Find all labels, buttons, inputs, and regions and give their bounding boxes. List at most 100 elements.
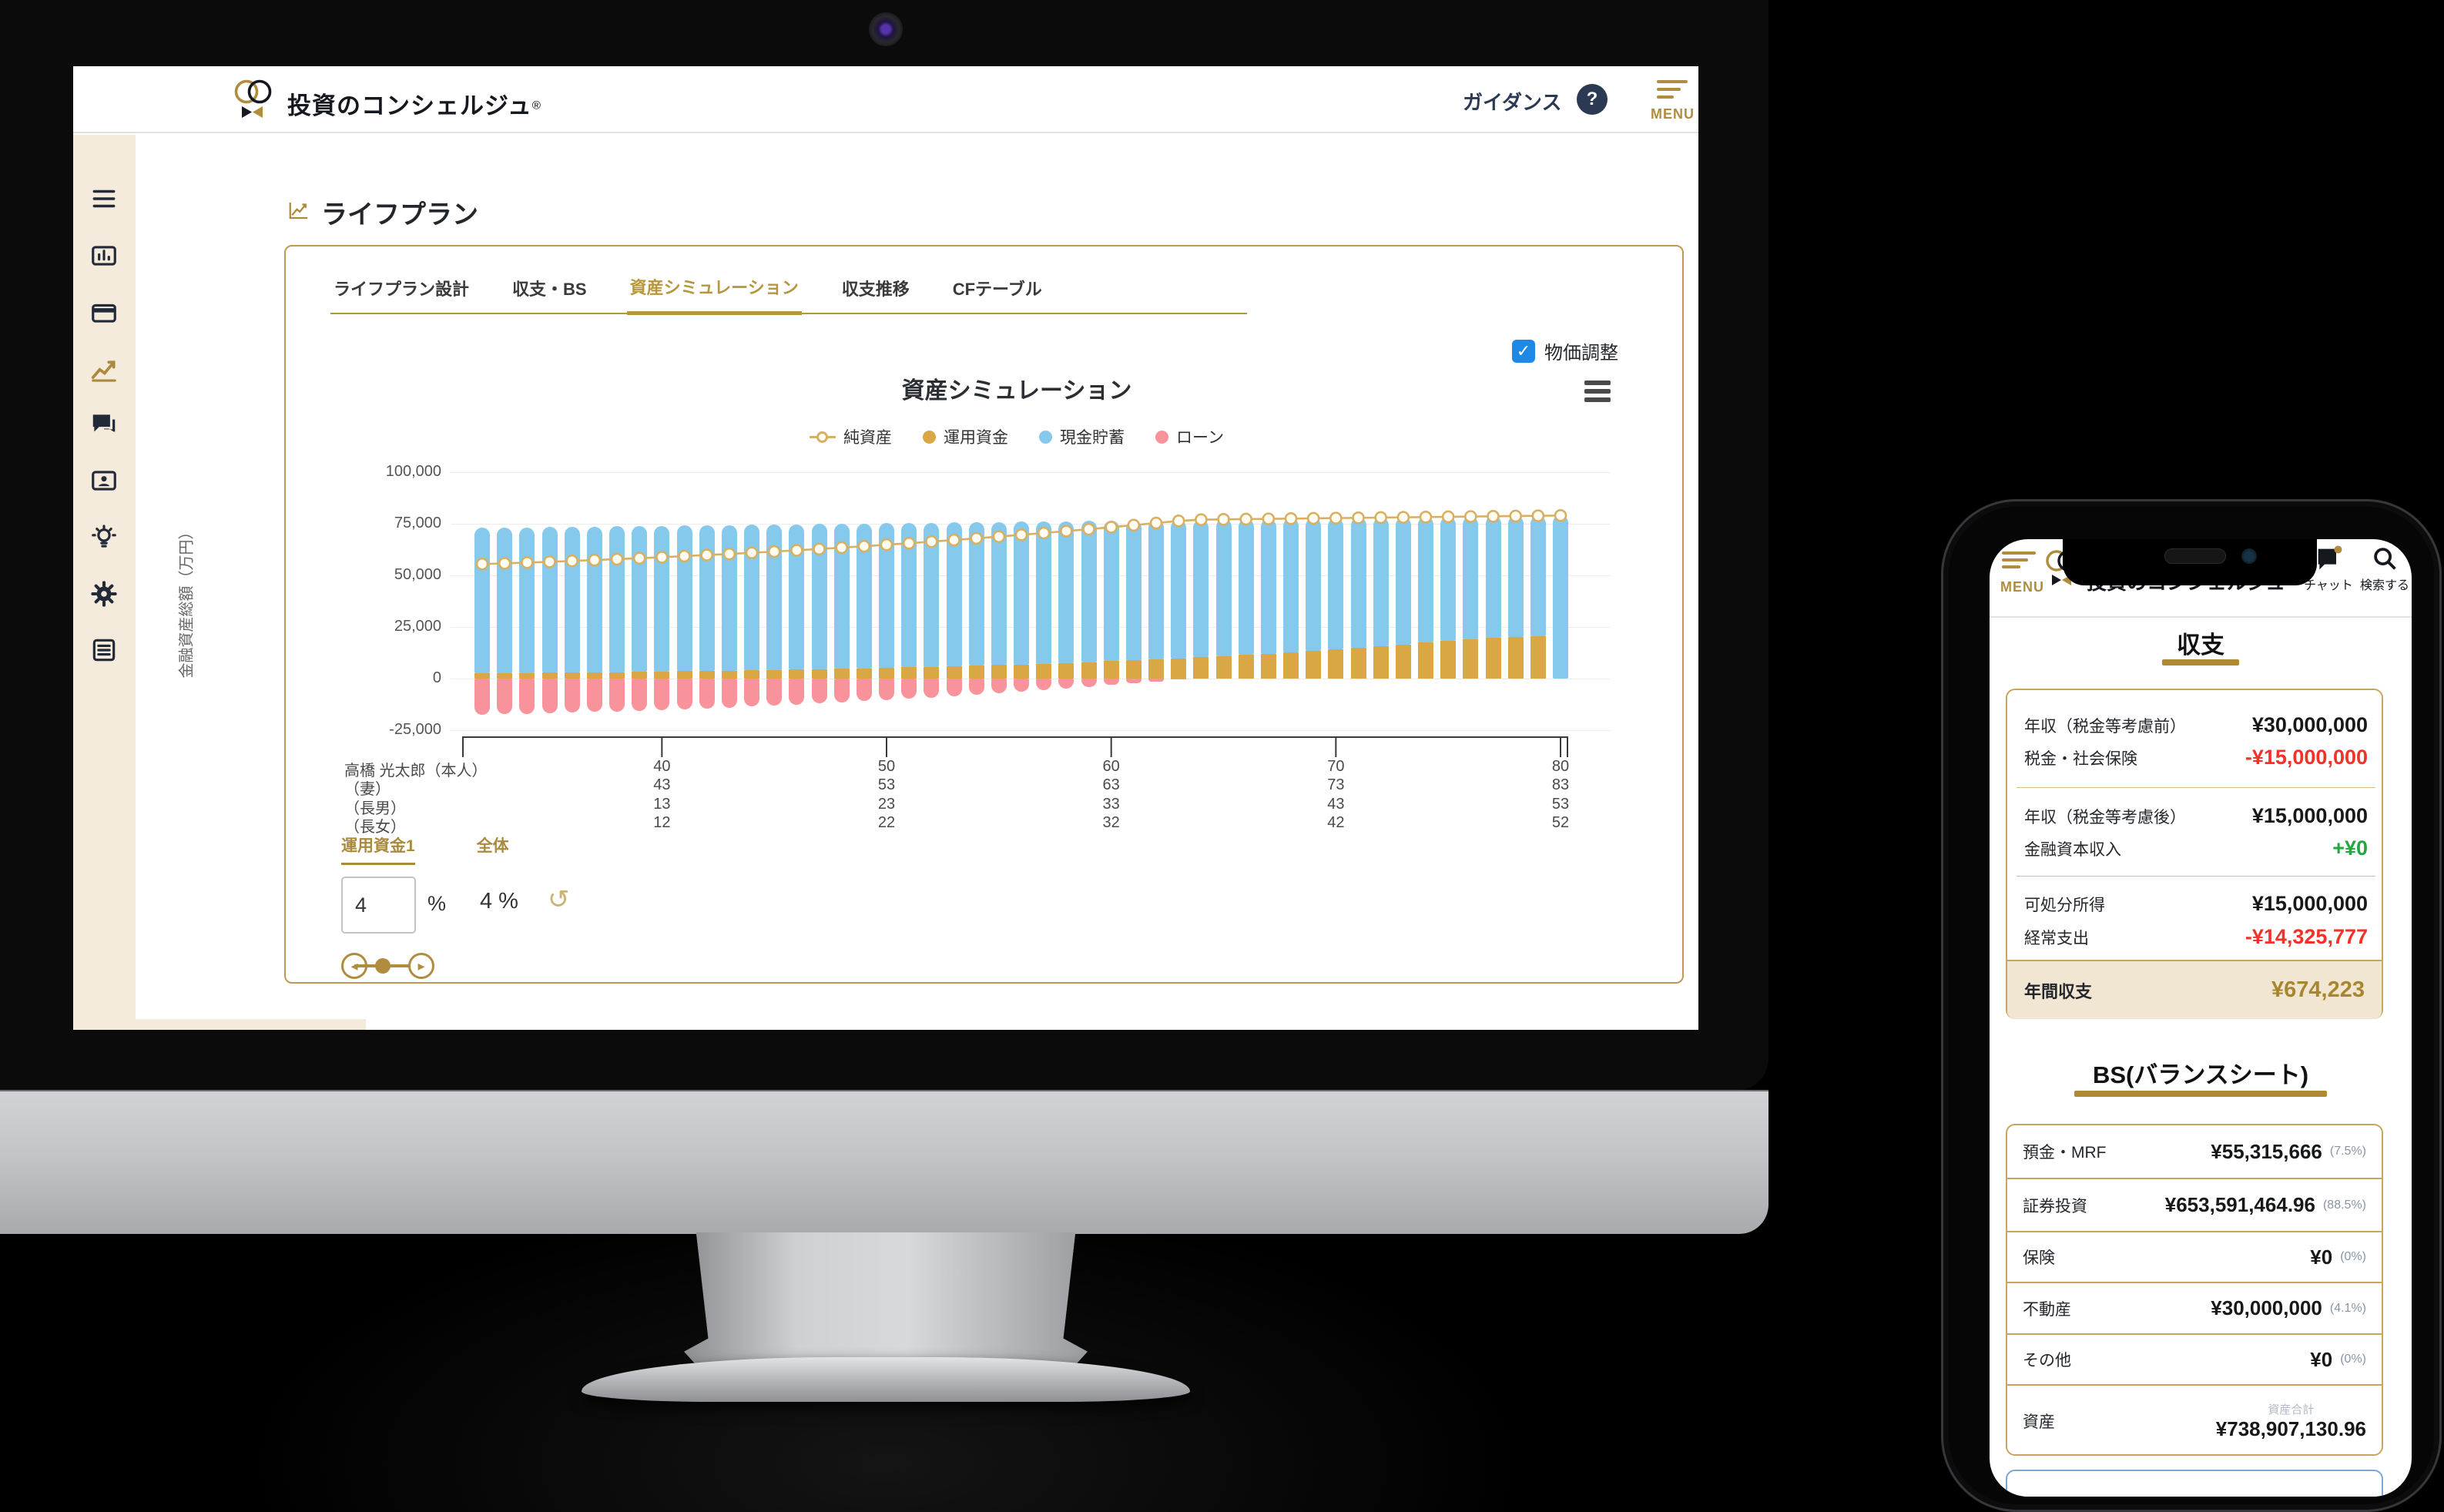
income-row-value: ¥15,000,000 [2251,804,2368,827]
bs-row-預金・MRF: 預金・MRF ¥55,315,666 (7.5%) [2007,1125,2382,1179]
price-adjust-checkbox[interactable]: ✓ [1512,339,1535,363]
slider-increase-button[interactable]: ▸ [408,953,434,979]
balance-sheet-card: 預金・MRF ¥55,315,666 (7.5%) 証券投資 ¥653,591,464.… [2006,1124,2383,1456]
tab-bar: ライフプラン設計 収支・BS 資産シミュレーション 収支推移 CFテーブル [330,271,1247,315]
simulation-card [284,245,1684,984]
bs-row-percent: (0%) [2340,1353,2366,1366]
phone-menu-icon[interactable] [2002,551,2036,572]
legend-label: 純資産 [843,429,893,447]
legend-label: ローン [1176,429,1224,447]
top-bar: 投資のコンシェルジュ® ガイダンス ? MENU [73,66,1698,133]
bs-row-value: ¥653,591,464.96 [2164,1193,2315,1216]
undo-icon[interactable]: ↺ [548,885,570,914]
phone-menu-label[interactable]: MENU [2000,579,2044,595]
guidance-link[interactable]: ガイダンス [1463,91,1562,114]
bs-row-label: 不動産 [2023,1300,2071,1319]
income-row: 年収（税金等考慮後） ¥15,000,000 [2024,804,2368,828]
y-axis-title: 金融資産総額（万円） [178,524,196,679]
income-row-value: -¥14,325,777 [2245,925,2368,948]
income-section-title: 収支 [2177,632,2224,659]
phone-chat-label[interactable]: チャット [2304,579,2353,592]
monitor-chin [0,1090,1768,1234]
income-row-value: ¥30,000,000 [2251,713,2368,736]
front-camera-icon [2241,548,2257,564]
price-adjust-control: ✓ 物価調整 [1512,337,1618,364]
menu-icon[interactable] [89,184,120,215]
tab-1[interactable]: ライフプラン設計 [334,280,470,299]
idea-icon[interactable] [89,523,120,554]
card-icon[interactable] [89,298,120,329]
income-row: 可処分所得 ¥15,000,000 [2024,892,2368,916]
income-row-value: ¥15,000,000 [2251,892,2368,915]
profile-icon[interactable] [89,466,120,497]
tab-fund-all[interactable]: 全体 [476,837,509,855]
income-row-label: 経常支出 [2024,929,2089,947]
slider-handle[interactable] [375,958,391,974]
income-row-label: 金融資本収入 [2024,840,2121,859]
legend-item-純資産[interactable]: 純資産 [810,425,892,448]
income-row-label: 可処分所得 [2024,896,2105,914]
legend-circle [816,431,829,443]
income-row-divider [2017,787,2375,788]
return-rate-input[interactable] [341,877,416,934]
bs-row-value: ¥0 [2310,1347,2333,1371]
tab-4[interactable]: 収支推移 [841,280,910,299]
income-row: 税金・社会保険 -¥15,000,000 [2024,746,2368,769]
dashboard-icon[interactable] [89,241,120,272]
desktop-app-window: 投資のコンシェルジュ® ガイダンス ? MENU ライフプラン ライフプラン設計… [73,66,1698,1030]
legend-item-運用資金[interactable]: 運用資金 [923,425,1008,448]
bs-row-value: ¥0 [2310,1245,2333,1269]
income-row-label: 年収（税金等考慮前） [2024,717,2186,736]
phone-screen: MENU 投資のコンシェルジュ チャット 検索する 収支 [1990,539,2412,1497]
speaker-pill-icon [2164,548,2226,564]
fund-tab-bar: 運用資金1 全体 [341,833,509,865]
app-logo-title: 投資のコンシェルジュ® [287,86,541,121]
sidebar [73,135,136,1030]
chart-context-menu-icon[interactable] [1584,381,1611,406]
legend-dot-icon [1039,430,1053,444]
next-card-stub [2006,1470,2383,1497]
news-icon[interactable] [89,635,120,666]
bs-title-underline [2074,1091,2327,1097]
lifeplan-chart-icon[interactable] [89,354,120,385]
bs-row-percent: (7.5%) [2329,1145,2366,1158]
bs-row-不動産: 不動産 ¥30,000,000 (4.1%) [2007,1283,2382,1335]
page-title: ライフプラン [321,199,478,230]
bs-row-label: 証券投資 [2023,1197,2087,1215]
phone-chat-icon[interactable] [2313,544,2344,578]
legend-dot-icon [1155,430,1169,444]
bs-total-sublabel: 資産合計 [2268,1403,2315,1416]
annual-balance-label: 年間収支 [2024,981,2093,1001]
chart-title: 資産シミュレーション [901,378,1132,404]
page-title-row: ライフプラン [287,196,478,230]
legend-item-現金貯蓄[interactable]: 現金貯蓄 [1039,425,1125,448]
income-row-value: -¥15,000,000 [2245,746,2368,769]
income-title-underline [2162,659,2239,665]
chart-legend: 純資産 運用資金 現金貯蓄 ローン [458,425,1575,448]
tab-3[interactable]: 資産シミュレーション [626,274,802,315]
income-row-value: +¥0 [2332,836,2368,860]
phone-search-label[interactable]: 検索する [2359,579,2409,592]
phone-search-icon[interactable] [2370,544,2399,577]
income-row-label: 年収（税金等考慮後） [2024,808,2186,826]
help-icon[interactable]: ? [1577,84,1608,115]
income-row: 経常支出 -¥14,325,777 [2024,925,2368,949]
bs-row-label: 資産 [2023,1413,2055,1431]
logo-registered-mark: ® [531,99,541,112]
tab-5[interactable]: CFテーブル [952,280,1042,299]
legend-item-ローン[interactable]: ローン [1155,425,1224,448]
bs-row-value: ¥55,315,666 [2211,1139,2322,1163]
rate-unit-label: % [427,892,447,915]
bs-row-label: その他 [2023,1352,2071,1370]
sidebar-bottom-strip [73,1019,366,1030]
header-menu-label[interactable]: MENU [1651,106,1695,122]
tab-fund-1[interactable]: 運用資金1 [341,833,415,865]
tab-2[interactable]: 収支・BS [512,280,587,299]
app-logo-icon[interactable] [231,77,279,126]
settings-icon[interactable] [89,579,120,610]
bs-row-value: ¥738,907,130.96 [2215,1416,2366,1440]
header-menu-icon[interactable] [1657,80,1688,103]
bs-row-value: ¥30,000,000 [2211,1296,2322,1319]
chat-icon[interactable] [89,410,120,441]
